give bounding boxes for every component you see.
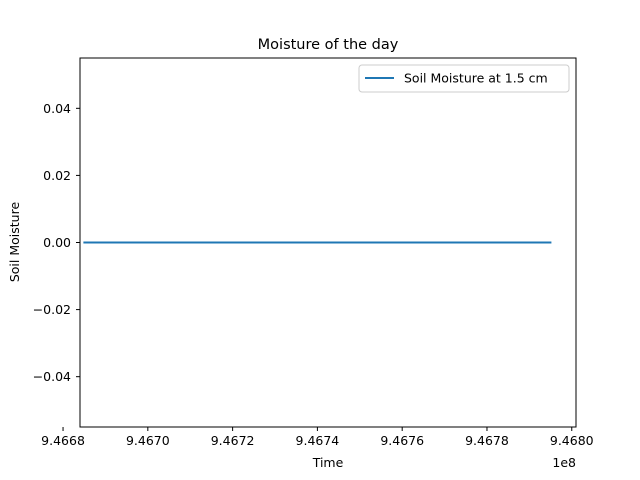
x-axis-label: Time: [312, 455, 344, 470]
legend-box: [358, 64, 570, 93]
x-tick-label: 9.4678: [465, 433, 509, 448]
chart-title: Moisture of the day: [258, 37, 399, 53]
x-tick-label: 9.4670: [126, 433, 170, 448]
x-tick-label: 9.4680: [550, 433, 594, 448]
x-axis-offset-label: 1e8: [552, 455, 576, 470]
y-axis-label: Soil Moisture: [7, 202, 22, 283]
y-tick-label: 0.02: [43, 168, 71, 183]
y-tick-label: 0.00: [43, 235, 71, 250]
x-tick-label: 9.4672: [211, 433, 255, 448]
x-tick-label: 9.4676: [380, 433, 424, 448]
x-tick-label: 9.4674: [296, 433, 340, 448]
y-tick-label: −0.02: [33, 302, 71, 317]
x-axis-ticks: 9.4668 9.4670 9.4672 9.4674 9.4676 9.4678 9.46…: [41, 427, 594, 448]
y-tick-label: −0.04: [33, 369, 71, 384]
legend-label: Soil Moisture at 1.5 cm: [404, 71, 548, 86]
legend: Soil Moisture at 1.5 cm: [358, 64, 570, 93]
y-axis-ticks: 0.04 0.02 0.00 −0.02 −0.04: [33, 101, 80, 384]
x-tick-label: 9.4668: [41, 433, 85, 448]
y-tick-label: 0.04: [43, 101, 71, 116]
